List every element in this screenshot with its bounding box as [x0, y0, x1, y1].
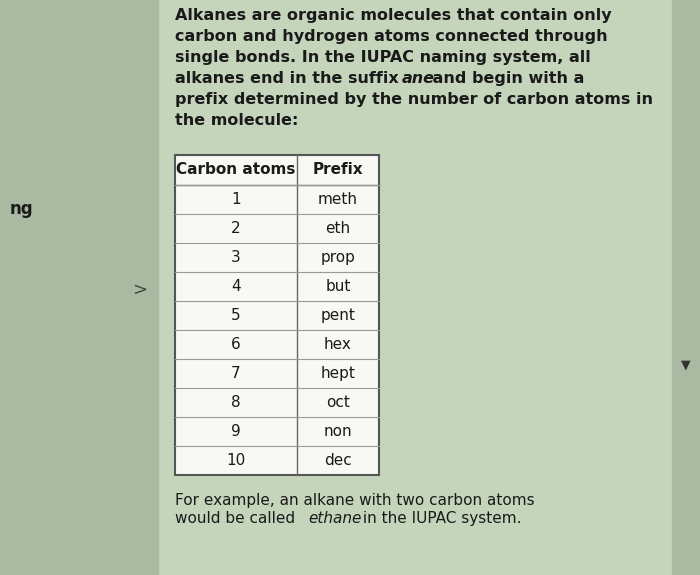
Text: Alkanes are organic molecules that contain only: Alkanes are organic molecules that conta… [175, 8, 612, 23]
Text: 8: 8 [231, 395, 241, 410]
Text: prefix determined by the number of carbon atoms in: prefix determined by the number of carbo… [175, 92, 653, 107]
Text: ng: ng [10, 200, 34, 218]
Text: hex: hex [324, 337, 352, 352]
Text: ▼: ▼ [681, 358, 691, 371]
Text: but: but [326, 279, 351, 294]
Text: the molecule:: the molecule: [175, 113, 298, 128]
Text: Carbon atoms: Carbon atoms [176, 163, 295, 178]
Text: hept: hept [321, 366, 356, 381]
Text: oct: oct [326, 395, 350, 410]
Text: 6: 6 [231, 337, 241, 352]
Text: dec: dec [324, 453, 352, 468]
Text: 3: 3 [231, 250, 241, 265]
Bar [175, 155, 379, 475]
Text: ethane: ethane [308, 511, 362, 526]
Text: 9: 9 [231, 424, 241, 439]
Text: and begin with a: and begin with a [428, 71, 584, 86]
Text: non: non [323, 424, 352, 439]
Text: Prefix: Prefix [313, 163, 363, 178]
Text: 4: 4 [231, 279, 241, 294]
Text: carbon and hydrogen atoms connected through: carbon and hydrogen atoms connected thro… [175, 29, 608, 44]
Text: meth: meth [318, 192, 358, 207]
Text: single bonds. In the IUPAC naming system, all: single bonds. In the IUPAC naming system… [175, 50, 591, 65]
Text: prop: prop [321, 250, 356, 265]
Text: alkanes end in the suffix: alkanes end in the suffix [175, 71, 405, 86]
Text: ane: ane [401, 71, 434, 86]
Text: in the IUPAC system.: in the IUPAC system. [358, 511, 522, 526]
Text: would be called: would be called [175, 511, 300, 526]
Bar [672, 0, 700, 575]
Text: 5: 5 [231, 308, 241, 323]
Text: pent: pent [321, 308, 356, 323]
Text: 2: 2 [231, 221, 241, 236]
Text: For example, an alkane with two carbon atoms: For example, an alkane with two carbon a… [175, 493, 535, 508]
Text: eth: eth [326, 221, 351, 236]
Text: 10: 10 [226, 453, 246, 468]
Bar [0, 0, 158, 575]
Text: >: > [132, 281, 148, 299]
Text: 7: 7 [231, 366, 241, 381]
Text: 1: 1 [231, 192, 241, 207]
